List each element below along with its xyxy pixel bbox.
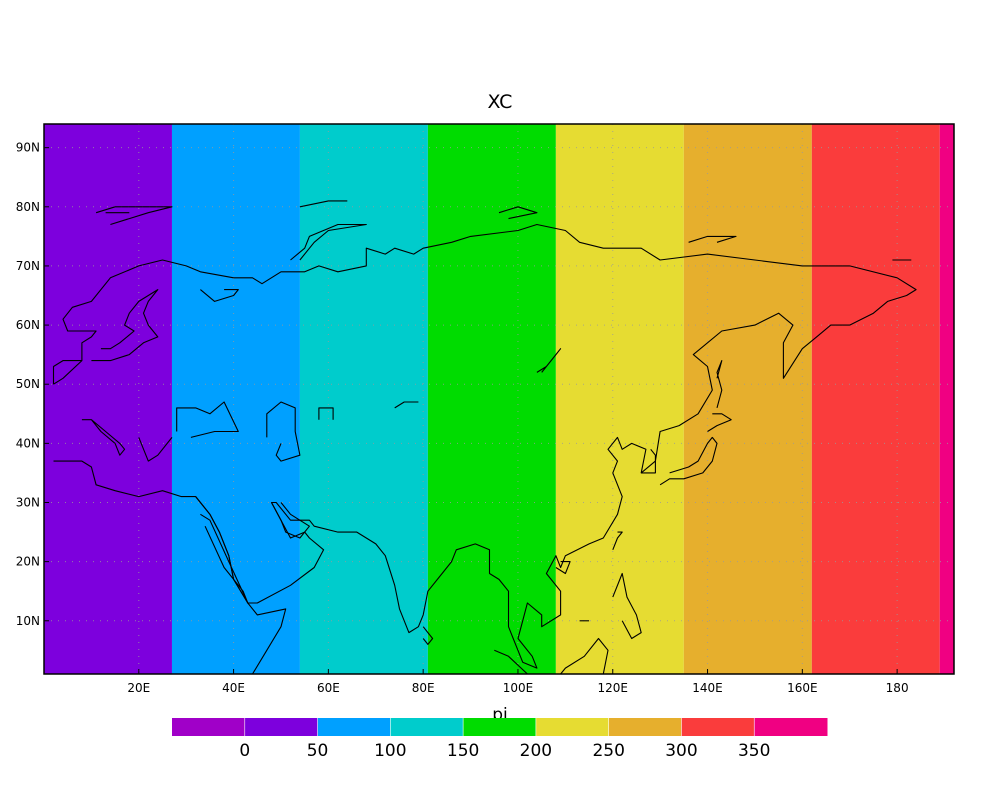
x-tick-label: 180 — [886, 681, 909, 695]
colorbar-label: 50 — [307, 741, 329, 761]
y-tick-label: 60N — [16, 318, 40, 332]
y-tick-label: 20N — [16, 555, 40, 569]
coastline-sakhalin — [716, 360, 723, 409]
coastline-korea — [641, 448, 656, 474]
coastline-taiwan — [612, 531, 623, 551]
y-axis-ticks: 10N 20N 30N 40N 50N 60N 70N 80N 90N — [16, 141, 49, 628]
coastline-svalbard — [95, 206, 173, 226]
x-tick-label: 80E — [412, 681, 435, 695]
colorbar-swatch — [608, 718, 682, 736]
colorbar: 0 50 100 150 200 250 300 350 — [172, 718, 828, 761]
colorbar-swatch — [463, 718, 537, 736]
coastline-north — [53, 360, 83, 385]
coastline-srilanka — [422, 626, 434, 645]
colorbar-label: 0 — [239, 741, 250, 761]
coastline-hokkaido — [707, 413, 732, 432]
coastline-africaE — [195, 496, 287, 675]
y-tick-label: 70N — [16, 259, 40, 273]
map-frame — [43, 123, 955, 675]
band-7 — [939, 124, 954, 674]
x-tick-label: 40E — [222, 681, 245, 695]
y-tick-label: 10N — [16, 614, 40, 628]
colorbar-swatch — [754, 718, 828, 736]
coastline-balkhash — [394, 401, 419, 409]
coastline-zemlya — [299, 200, 348, 208]
coastline-baikal — [536, 348, 562, 373]
band-6 — [811, 124, 940, 674]
y-tick-label: 90N — [16, 141, 40, 155]
coastline-nsib — [688, 235, 737, 243]
x-tick-label: 160E — [787, 681, 818, 695]
band-5 — [683, 124, 812, 674]
colorbar-label: 150 — [447, 741, 479, 761]
x-tick-label: 120E — [598, 681, 629, 695]
colorbar-label: 200 — [520, 741, 552, 761]
colorbar-swatch — [172, 718, 246, 736]
coastline-whitesea — [200, 289, 239, 302]
coastline-novaya — [290, 223, 367, 261]
coastline-severnaya — [498, 206, 538, 220]
coastline-balticS — [91, 289, 159, 362]
coastline-blacksea — [176, 401, 239, 438]
coastline-aral — [318, 407, 334, 420]
band-0 — [44, 124, 172, 674]
coastline-hainan — [555, 561, 571, 575]
x-axis-ticks: 20E 40E 60E 80E 100E 120E 140E 160E 180 — [127, 669, 909, 695]
colorbar-label: 100 — [374, 741, 406, 761]
coastline-japan — [659, 436, 718, 486]
coastline-philippines — [612, 572, 642, 640]
colorbar-label: 350 — [738, 741, 770, 761]
colorbar-swatch — [244, 718, 319, 736]
band-3 — [427, 124, 556, 674]
band-2 — [299, 124, 428, 674]
coastline-greece — [138, 437, 173, 462]
coastline-persian — [271, 502, 310, 539]
coastline-italy — [81, 419, 126, 456]
y-tick-label: 30N — [16, 495, 40, 509]
x-tick-label: 20E — [127, 681, 150, 695]
x-tick-label: 60E — [317, 681, 340, 695]
map-title: XC — [488, 91, 513, 113]
colorbar-label: 300 — [665, 741, 697, 761]
band-4 — [555, 124, 684, 674]
coastline-caspian — [266, 401, 301, 462]
x-tick-label: 100E — [503, 681, 534, 695]
colorbar-label: 250 — [592, 741, 624, 761]
y-tick-label: 80N — [16, 200, 40, 214]
y-tick-label: 40N — [16, 436, 40, 450]
colorbar-swatch — [390, 718, 464, 736]
y-tick-label: 50N — [16, 377, 40, 391]
coastline-borneo — [560, 637, 609, 675]
colorbar-swatch — [535, 718, 610, 736]
x-tick-label: 140E — [692, 681, 723, 695]
colorbar-swatch — [681, 718, 755, 736]
data-bands — [44, 124, 954, 674]
colorbar-swatch — [317, 718, 391, 736]
